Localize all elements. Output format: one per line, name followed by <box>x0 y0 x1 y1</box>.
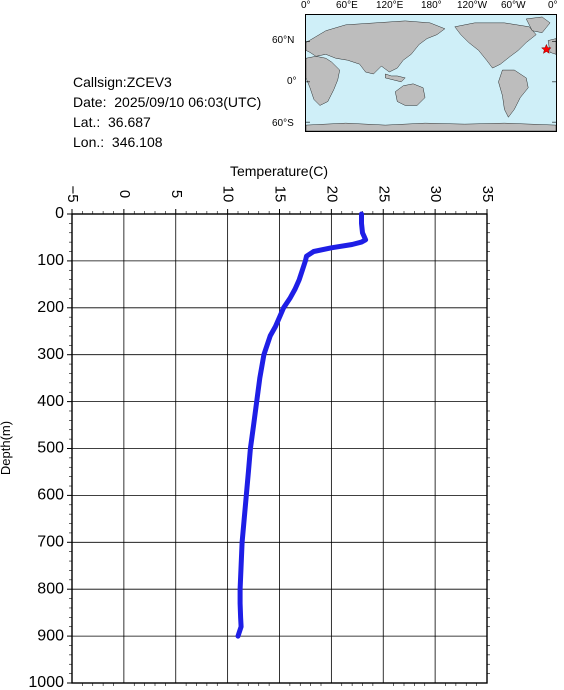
x-tick-label: 30 <box>427 186 444 203</box>
float-location-marker <box>540 43 552 54</box>
y-tick-label: 100 <box>37 252 64 269</box>
land-africa <box>306 56 340 106</box>
map-lat-label: 60°S <box>272 118 294 129</box>
map-lon-label: 60°E <box>336 0 358 11</box>
x-tick-label: 35 <box>479 186 496 203</box>
plot-frame <box>71 213 488 684</box>
y-axis-label: Depth(m) <box>0 421 13 475</box>
chart-grid <box>71 213 488 684</box>
star-marker-icon <box>540 43 552 54</box>
y-tick-label: 400 <box>37 393 64 410</box>
chart-labels: −5 0 5 10 15 20 25 30 35010020030040050060070080… <box>28 185 496 690</box>
land-indonesia <box>385 73 406 83</box>
x-tick-label: −5 <box>64 185 81 202</box>
date-text: Date: 2025/09/10 06:03(UTC) <box>73 94 262 110</box>
y-tick-label: 0 <box>55 205 64 222</box>
x-tick-label: 15 <box>272 186 289 203</box>
land-antarctica <box>306 122 556 131</box>
y-tick-label: 200 <box>37 299 64 316</box>
map-lon-label: 120°E <box>376 0 404 11</box>
land-north-america <box>454 22 537 69</box>
map-lon-label: 0° <box>548 0 558 11</box>
map-lon-label: 120°W <box>457 0 488 11</box>
latitude-text: Lat.: 36.687 <box>73 114 151 130</box>
location-map <box>305 14 557 132</box>
y-tick-label: 1000 <box>28 674 64 690</box>
map-lat-label: 60°N <box>272 35 295 46</box>
map-canvas <box>306 16 556 131</box>
x-tick-label: 5 <box>168 190 185 198</box>
y-tick-label: 800 <box>37 580 64 597</box>
longitude-text: Lon.: 346.108 <box>73 134 163 150</box>
x-tick-label: 10 <box>220 186 237 203</box>
temperature-profile-line <box>235 211 369 639</box>
map-lon-label: 0° <box>301 0 311 11</box>
map-lon-label: 180° <box>421 0 442 11</box>
y-tick-label: 700 <box>37 534 64 551</box>
x-tick-label: 0 <box>116 190 133 198</box>
land-australia <box>395 83 426 106</box>
callsign-text: Callsign:ZCEV3 <box>73 74 172 90</box>
land-south-america <box>498 69 529 118</box>
chart-ticks <box>67 209 490 686</box>
land-greenland <box>525 16 551 33</box>
map-lon-label: 60°W <box>501 0 526 11</box>
y-tick-label: 900 <box>37 627 64 644</box>
y-tick-label: 500 <box>37 440 64 457</box>
land-eurasia <box>306 20 446 75</box>
x-tick-label: 20 <box>323 186 340 203</box>
map-lat-label: 0° <box>287 76 297 87</box>
y-tick-label: 300 <box>37 346 64 363</box>
y-tick-label: 600 <box>37 487 64 504</box>
chart-series <box>235 211 369 639</box>
x-tick-label: 25 <box>375 186 392 203</box>
x-axis-label: Temperature(C) <box>230 163 328 179</box>
